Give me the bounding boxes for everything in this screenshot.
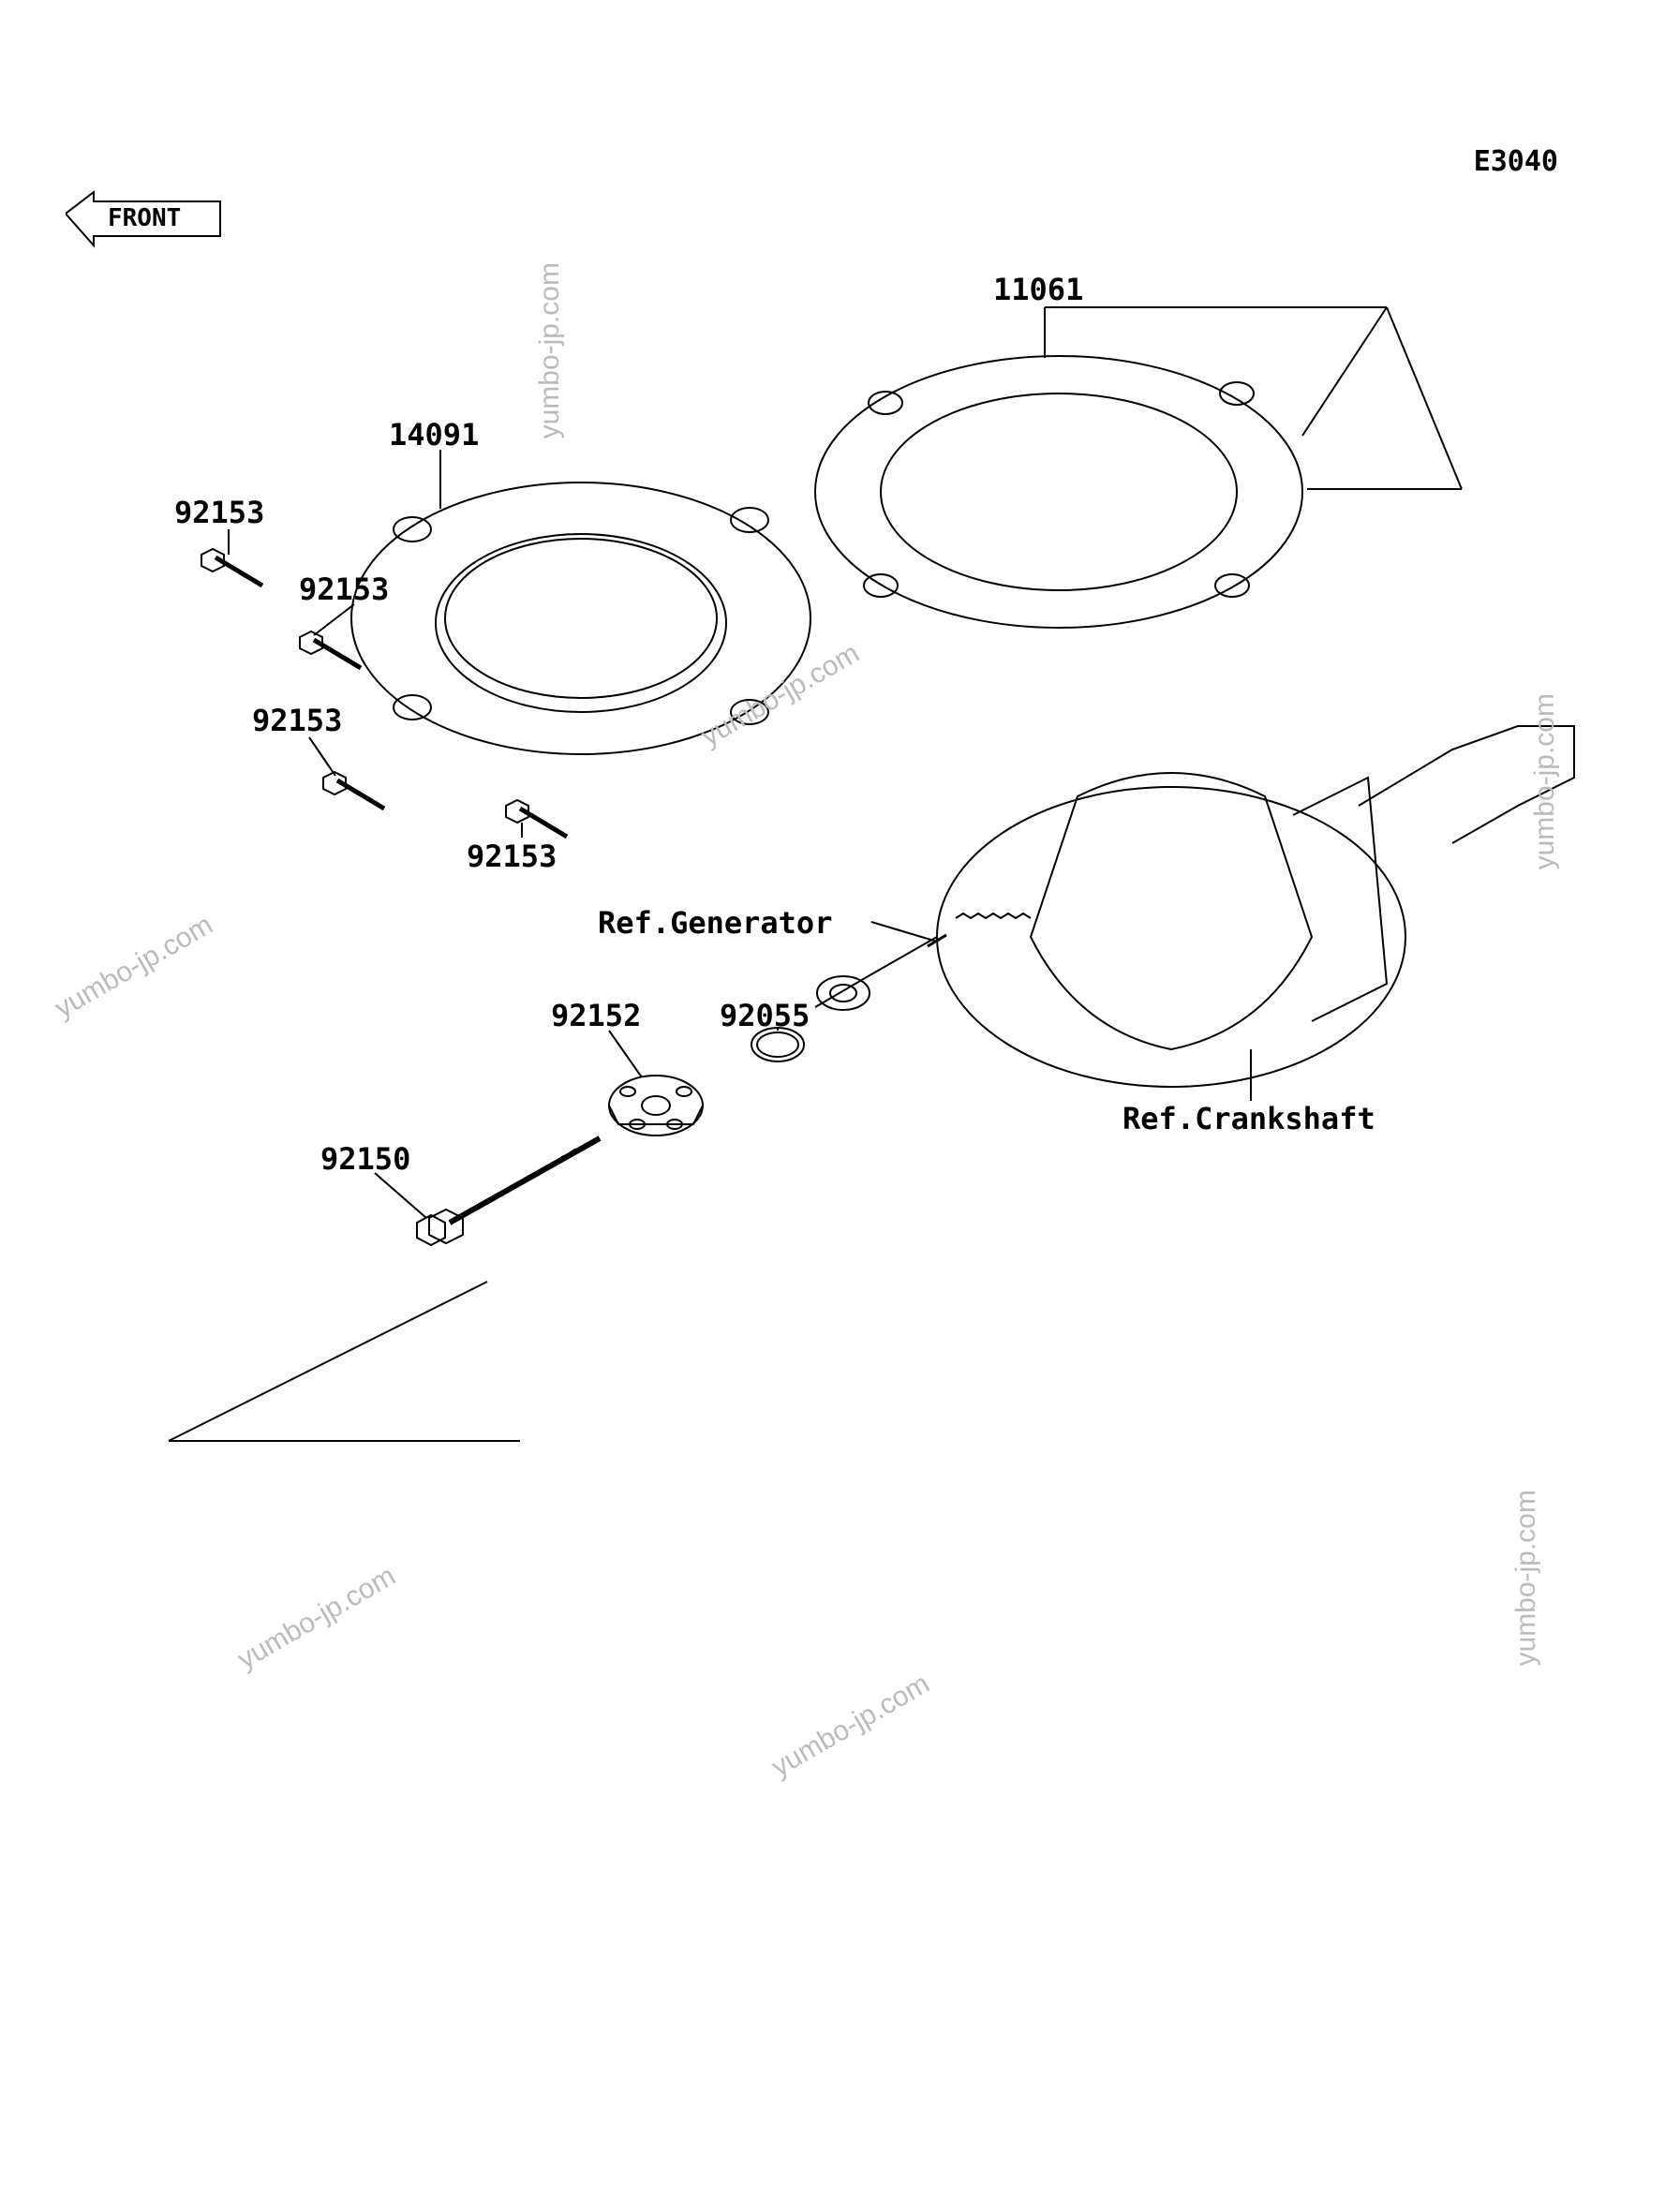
collar — [609, 1031, 703, 1136]
ref-generator: Ref.Generator — [598, 905, 832, 941]
perspective-lines-bottom — [169, 1282, 520, 1441]
label-92152: 92152 — [551, 998, 641, 1033]
crankshaft-assembly — [815, 726, 1574, 1101]
label-11061: 11061 — [993, 272, 1083, 307]
parts-diagram — [0, 0, 1680, 2197]
label-92153-3: 92153 — [252, 703, 342, 738]
label-14091: 14091 — [389, 417, 479, 453]
bolt-3 — [309, 737, 384, 809]
label-92153-4: 92153 — [467, 839, 557, 874]
gasket-part — [815, 307, 1462, 628]
bolt-4 — [506, 800, 567, 838]
label-92150: 92150 — [320, 1141, 410, 1177]
bolt-1 — [201, 529, 262, 586]
label-92153-1: 92153 — [174, 495, 264, 530]
cover-part — [351, 450, 810, 754]
label-92153-2: 92153 — [299, 572, 389, 607]
label-92055: 92055 — [720, 998, 810, 1033]
ref-crankshaft: Ref.Crankshaft — [1122, 1101, 1375, 1136]
diagram-container: E3040 FRONT — [0, 0, 1680, 2197]
